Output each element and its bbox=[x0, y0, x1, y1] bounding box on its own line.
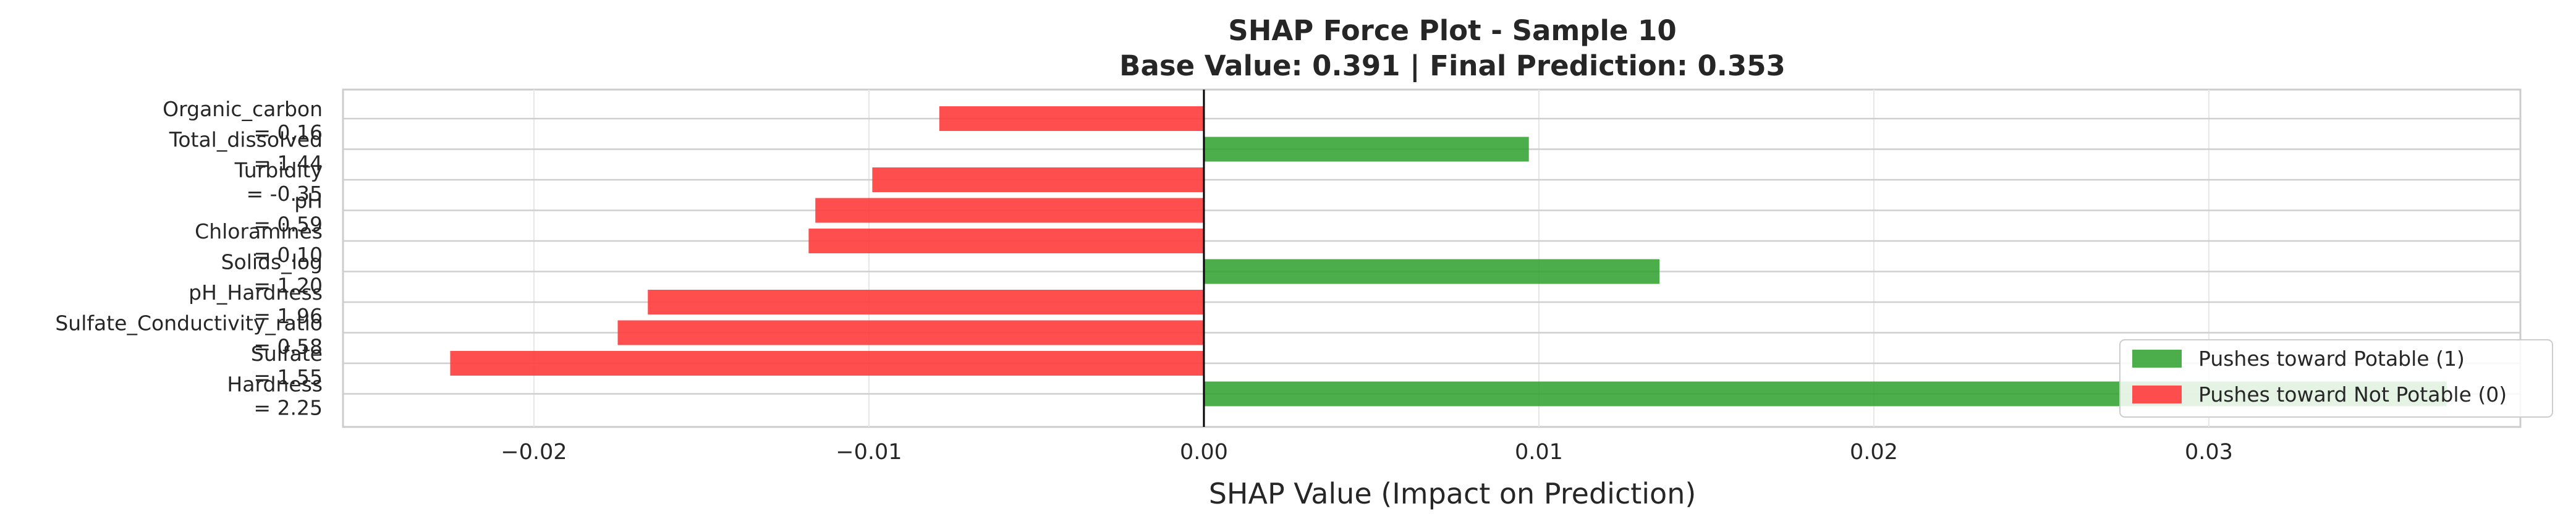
x-tick-label: −0.01 bbox=[836, 440, 902, 465]
x-tick-label: 0.01 bbox=[1515, 440, 1563, 465]
bar-chloramines bbox=[808, 229, 1204, 253]
y-tick-feature: Hardness bbox=[227, 373, 323, 397]
y-tick-value: = 0.58 bbox=[253, 335, 323, 359]
bar-ph bbox=[815, 198, 1204, 223]
y-tick-feature: Turbidity bbox=[234, 158, 323, 182]
y-tick-label: Total_dissolved = 1.44 bbox=[169, 128, 323, 175]
y-tick-value: = 1.44 bbox=[253, 151, 323, 175]
legend-label-potable: Pushes toward Potable (1) bbox=[2198, 347, 2465, 371]
x-axis-label: SHAP Value (Impact on Prediction) bbox=[1209, 477, 1697, 510]
y-tick-value: = -0.35 bbox=[246, 182, 323, 206]
y-tick-value: = 2.25 bbox=[253, 396, 323, 420]
chart-title-line2: Base Value: 0.391 | Final Prediction: 0.… bbox=[1119, 49, 1786, 82]
bar-sulfate bbox=[450, 351, 1204, 376]
y-tick-feature: pH bbox=[294, 189, 323, 213]
bar-organic-carbon bbox=[939, 106, 1204, 131]
y-tick-label: Chloramines = 0.10 bbox=[195, 219, 323, 267]
x-tick-label: −0.02 bbox=[501, 440, 567, 465]
y-tick-value: = 1.20 bbox=[253, 274, 323, 298]
y-tick-value: = 0.16 bbox=[253, 120, 323, 145]
y-tick-label: Organic_carbon = 0.16 bbox=[163, 97, 323, 145]
y-tick-label: pH_Hardness = 1.96 bbox=[189, 280, 323, 328]
y-tick-label: Sulfate_Conductivity_ratio = 0.58 bbox=[55, 311, 323, 359]
y-tick-feature: Organic_carbon bbox=[163, 97, 323, 121]
bar-solids-log bbox=[1203, 259, 1660, 284]
legend-label-not-potable: Pushes toward Not Potable (0) bbox=[2198, 382, 2507, 407]
x-tick-label: 0.00 bbox=[1180, 440, 1228, 465]
y-tick-label: Solids_log = 1.20 bbox=[221, 250, 323, 298]
y-tick-feature: pH_Hardness bbox=[189, 280, 323, 305]
y-tick-feature: Sulfate_Conductivity_ratio bbox=[55, 311, 323, 335]
y-tick-feature: Total_dissolved bbox=[169, 128, 323, 152]
y-tick-label: Sulfate = 1.55 bbox=[251, 342, 323, 389]
bar-total-dissolved bbox=[1203, 137, 1529, 162]
y-tick-value: = 0.59 bbox=[253, 213, 323, 237]
chart-title-line1: SHAP Force Plot - Sample 10 bbox=[1228, 14, 1676, 47]
y-tick-label: Hardness = 2.25 bbox=[227, 373, 323, 420]
y-tick-feature: Solids_log bbox=[221, 250, 323, 274]
x-tick-label: 0.03 bbox=[2185, 440, 2233, 465]
y-tick-value: = 1.55 bbox=[253, 365, 323, 389]
legend-frame bbox=[2119, 339, 2553, 418]
x-tick-label: 0.02 bbox=[1850, 440, 1898, 465]
bar-turbidity bbox=[872, 167, 1204, 192]
y-tick-feature: Chloramines bbox=[195, 219, 323, 243]
bar-ph-hardness bbox=[648, 290, 1204, 314]
y-tick-label: Turbidity = -0.35 bbox=[234, 158, 323, 206]
y-tick-label: pH = 0.59 bbox=[253, 189, 323, 237]
legend: Pushes toward Potable (1) Pushes toward … bbox=[2119, 339, 2553, 418]
y-tick-value: = 0.10 bbox=[253, 243, 323, 267]
y-tick-value: = 1.96 bbox=[253, 304, 323, 328]
bar-sulfate-conductivity-ratio bbox=[617, 320, 1204, 345]
x-tick-labels: −0.02 −0.01 0.00 0.01 0.02 0.03 bbox=[501, 440, 2233, 465]
legend-swatch-not-potable bbox=[2132, 386, 2182, 403]
legend-swatch-potable bbox=[2132, 350, 2182, 368]
y-tick-feature: Sulfate bbox=[251, 342, 323, 366]
